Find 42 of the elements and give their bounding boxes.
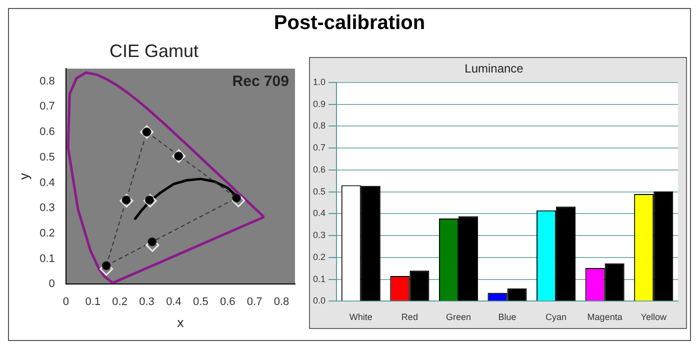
y-tick-label: 0.8	[312, 120, 326, 131]
y-tick-label: 0.4	[40, 176, 55, 189]
chart-title: CIE Gamut	[109, 40, 199, 61]
x-tick-label: 0.6	[220, 296, 236, 308]
x-tick-label: Yellow	[640, 312, 667, 322]
y-tick-label: 0.5	[40, 151, 55, 164]
x-tick-label: Magenta	[587, 312, 622, 322]
y-tick-label: 0.7	[312, 142, 326, 153]
x-tick-label: 0.7	[246, 296, 262, 308]
x-axis-title: x	[177, 314, 184, 330]
y-tick-label: 0.2	[312, 252, 326, 262]
x-tick-label: 0.1	[85, 296, 100, 308]
x-tick-label: 0.8	[274, 296, 290, 308]
chart-title: Luminance	[464, 62, 524, 76]
x-tick-label: 0	[62, 296, 69, 308]
y-tick-label: 0.6	[40, 126, 55, 138]
y-tick-label: 0.3	[40, 202, 55, 214]
x-tick-label: Cyan	[546, 312, 567, 322]
x-tick-label: White	[349, 312, 372, 322]
y-tick-label: 0.5	[312, 186, 326, 196]
x-tick-label: Green	[446, 312, 471, 322]
x-tick-label: Red	[401, 312, 418, 322]
y-axis-title: y	[16, 172, 32, 180]
y-tick-label: 0.6	[312, 164, 326, 174]
y-tick-label: 0	[48, 278, 55, 290]
text: Post-calibration	[272, 11, 426, 36]
x-tick-label: 0.2	[112, 296, 128, 308]
y-tick-label: 0.4	[312, 208, 326, 218]
y-tick-label: 0.1	[40, 252, 55, 265]
y-tick-label: 0.1	[312, 274, 326, 284]
y-tick-label: 0.0	[312, 296, 326, 306]
x-tick-label: 0.5	[193, 296, 208, 308]
x-tick-label: 0.3	[139, 296, 154, 308]
y-tick-label: 0.7	[40, 100, 55, 113]
y-tick-label: 0.3	[312, 230, 326, 240]
y-tick-label: 0.2	[40, 228, 55, 240]
annotation: Rec 709	[232, 73, 289, 90]
y-tick-label: 0.9	[312, 98, 326, 109]
x-tick-label: Blue	[498, 312, 516, 322]
y-tick-label: 1.0	[312, 76, 326, 87]
x-tick-label: 0.4	[166, 296, 182, 308]
y-tick-label: 0.8	[40, 75, 55, 88]
